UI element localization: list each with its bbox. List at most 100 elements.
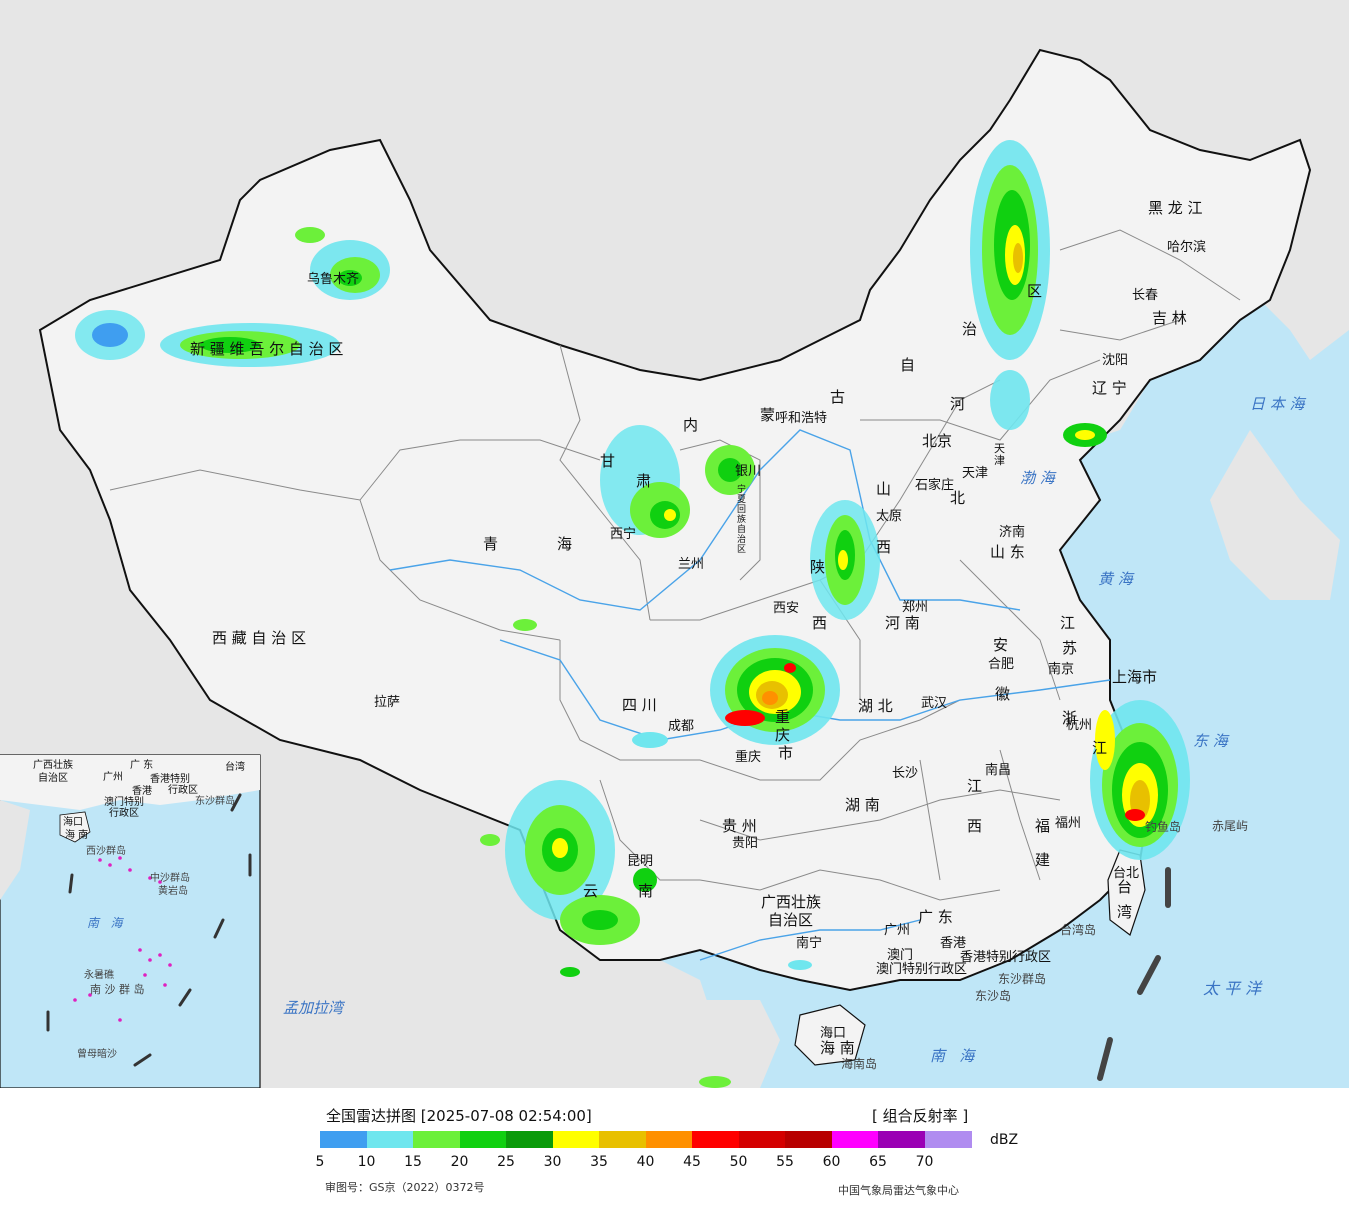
province-label-henan: 河 南: [885, 614, 920, 632]
province-label-neimenggu: 内: [683, 416, 699, 434]
province-label-taiwan: 台: [1117, 878, 1133, 896]
province-label-jiangsu: 苏: [1062, 639, 1078, 657]
inset-label: 黄岩岛: [158, 886, 188, 897]
inset-label: 南 海: [87, 916, 123, 930]
province-label-fujian: 福: [1035, 817, 1051, 835]
legend-color-swatch: [692, 1131, 739, 1148]
province-label-hainan: 海 南: [820, 1039, 855, 1057]
city-label-kunming: 昆明: [627, 854, 654, 869]
province-label-xizang: 西 藏 自 治 区: [212, 629, 307, 647]
province-label-shaanxi: 陕: [810, 558, 826, 576]
legend-color-swatch: [645, 1131, 693, 1148]
legend-color-swatch: [552, 1131, 600, 1148]
province-label-anhui: 徽: [995, 685, 1011, 703]
foreign-land-se: [700, 1000, 780, 1088]
province-label-qinghai: 海: [557, 535, 573, 553]
city-label-chengdu: 成都: [668, 719, 695, 734]
inset-label: 澳门特别: [104, 797, 144, 808]
city-label-macao: 澳门: [887, 948, 914, 963]
hainan-island: [794, 1004, 866, 1066]
city-label-changsha: 长沙: [892, 766, 919, 781]
province-label-jiangxi: 江: [967, 777, 983, 795]
legend-color-swatch: [459, 1131, 507, 1148]
province-label-neimenggu: 区: [1027, 282, 1043, 300]
nine-dash-line: [1097, 867, 1171, 1081]
inset-label: 台湾: [225, 762, 245, 773]
city-label-wuhan: 武汉: [921, 696, 948, 711]
legend-unit: dBZ: [990, 1132, 1019, 1148]
foreign-land: [0, 0, 1349, 1088]
province-label-jiangxi: 西: [967, 817, 983, 835]
legend-color-swatch: [831, 1131, 879, 1148]
city-label-zhengzhou: 郑州: [902, 600, 929, 615]
city-label-beijing: 北京: [922, 432, 953, 450]
province-label-guizhou: 贵 州: [722, 817, 757, 835]
province-label-neimenggu: 古: [830, 388, 846, 406]
province-label-neimenggu: 自: [900, 356, 916, 374]
province-label-taiwan: 湾: [1117, 903, 1133, 921]
inset-label: 海 南: [65, 830, 89, 841]
legend-tick-label: 30: [543, 1154, 562, 1170]
inset-label: 广州: [103, 772, 123, 783]
province-label-qinghai: 青: [483, 535, 499, 553]
city-label-haikou: 海口: [820, 1026, 847, 1041]
city-label-xining: 西宁: [610, 527, 637, 542]
city-label-shenyang: 沈阳: [1102, 353, 1129, 368]
sea-label-mengjiala: 孟加拉湾: [283, 999, 344, 1017]
legend-tick-label: 35: [590, 1154, 608, 1170]
legend-color-swatch: [878, 1131, 925, 1148]
japan-land: [1210, 430, 1340, 600]
inset-label: 南 沙 群 岛: [90, 983, 145, 996]
city-label-guiyang: 贵阳: [732, 836, 759, 851]
sea-label-huanghai: 黄 海: [1098, 570, 1133, 588]
province-label-gansu: 肃: [636, 472, 652, 490]
province-borders: [109, 229, 1241, 901]
province-label-neimenggu: 蒙: [760, 406, 776, 424]
legend-panel: 全国雷达拼图 [2025-07-08 02:54:00] [ 组合反射率 ] d…: [0, 1088, 1349, 1208]
sea-label-donghai: 东 海: [1193, 732, 1228, 750]
province-label-hebei: 河: [950, 395, 966, 413]
province-label-gansu: 甘: [600, 452, 616, 470]
sea-label-taipingyang: 太 平 洋: [1203, 979, 1262, 998]
legend-color-swatch: [320, 1131, 367, 1148]
province-label-hunan: 湖 南: [845, 796, 880, 814]
legend-color-swatch: [785, 1131, 832, 1148]
province-label-chongqing: 庆: [775, 726, 791, 744]
province-label-neimenggu: 治: [962, 320, 978, 338]
legend-tick-label: 60: [822, 1154, 841, 1170]
province-label-chongqing: 重: [775, 708, 791, 726]
city-label-taibei: 台北: [1113, 866, 1140, 881]
island-label-taiwan: 台湾岛: [1060, 923, 1097, 937]
province-label-guangxi: 广西壮族: [761, 893, 822, 911]
province-label-shaanxi: 西: [812, 614, 828, 632]
legend-tick-label: 20: [450, 1154, 469, 1170]
city-label-jinan: 济南: [999, 525, 1026, 540]
island-label-hainan: 海南岛: [841, 1057, 878, 1071]
province-label-jilin: 吉 林: [1152, 309, 1187, 327]
sea-label-riben: 日 本 海: [1250, 395, 1305, 413]
province-label-fujian: 建: [1035, 851, 1051, 869]
inset-label: 中沙群岛: [150, 873, 190, 884]
province-label-zhejiang: 江: [1092, 739, 1108, 757]
province-label-guangxi: 自治区: [768, 911, 814, 929]
inset-map: [0, 754, 261, 1089]
city-label-chongqing: 重庆: [735, 750, 762, 765]
city-label-tianjin: 天津: [962, 466, 989, 481]
legend-tick-label: 70: [915, 1154, 934, 1170]
island-label-diaoyu: 钓鱼岛: [1145, 820, 1182, 834]
legend-tick-label: 65: [869, 1154, 887, 1170]
legend-product: [ 组合反射率 ]: [872, 1107, 969, 1125]
province-label-hongkong: 香港特别行政区: [960, 950, 1052, 965]
province-label-zhejiang: 浙: [1062, 709, 1078, 727]
legend-tick-label: 5: [315, 1154, 325, 1170]
legend-colorbar: [320, 1131, 972, 1148]
legend-color-swatch: [924, 1131, 972, 1148]
sea-label-bohai: 渤 海: [1020, 469, 1055, 487]
inset-label: 广 东: [130, 760, 154, 771]
province-label-hubei: 湖 北: [858, 697, 893, 715]
inset-label: 永暑礁: [84, 970, 114, 981]
province-label-heilongjiang: 黑 龙 江: [1148, 199, 1203, 217]
province-label-yunnan: 云: [583, 882, 599, 900]
inset-label: 东沙群岛: [195, 796, 235, 807]
city-label-taiyuan: 太原: [876, 509, 903, 524]
